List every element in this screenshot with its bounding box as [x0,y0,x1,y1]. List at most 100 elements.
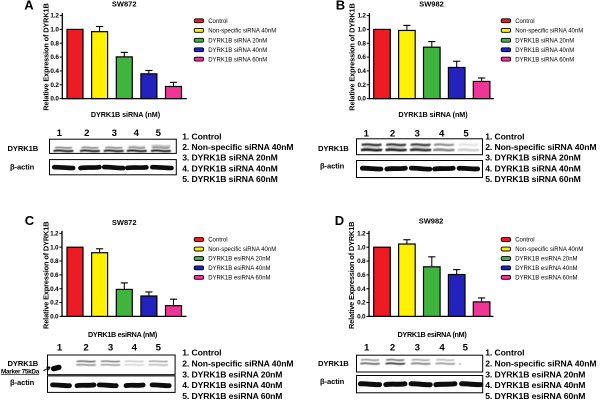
svg-text:DYRK1B siRNA 20nM: DYRK1B siRNA 20nM [515,38,574,44]
svg-text:1.0: 1.0 [50,27,59,34]
svg-text:2: 2 [390,128,395,139]
svg-text:Control: Control [515,19,534,25]
svg-text:DYRK1B esiRNA 60nM: DYRK1B esiRNA 60nM [515,276,577,282]
svg-text:SW982: SW982 [419,216,444,225]
svg-text:5: 5 [463,128,469,139]
svg-text:2: 2 [390,343,395,354]
svg-text:1: 1 [364,343,370,354]
svg-text:0.2: 0.2 [50,82,59,89]
svg-text:0.0: 0.0 [50,96,59,103]
svg-text:DYRK1B esiRNA 20nM: DYRK1B esiRNA 20nM [515,257,577,263]
svg-text:0.6: 0.6 [357,272,366,279]
svg-text:3: 3 [108,343,113,354]
svg-text:Relative Expression of DYRK1B: Relative Expression of DYRK1B [347,3,356,110]
svg-text:DYRK1B siRNA 60nM: DYRK1B siRNA 60nM [515,57,574,63]
svg-text:DYRK1B: DYRK1B [318,359,349,368]
svg-text:Relative Expression of DYRK1B: Relative Expression of DYRK1B [347,222,356,329]
svg-text:DYRK1B siRNA 20nM: DYRK1B siRNA 20nM [208,38,267,44]
svg-text:2. Non-specific siRNA 40nM: 2. Non-specific siRNA 40nM [182,142,293,152]
svg-text:Relative Expression of DYRK1B: Relative Expression of DYRK1B [41,3,50,110]
svg-text:Non-specific siRNA 40nM: Non-specific siRNA 40nM [515,28,583,34]
svg-text:0.8: 0.8 [50,258,59,265]
svg-text:0.6: 0.6 [358,54,367,61]
svg-text:D: D [335,213,344,228]
svg-text:4. DYRK1B esiRNA 40nM: 4. DYRK1B esiRNA 40nM [182,380,282,390]
svg-text:1.2: 1.2 [50,13,59,20]
svg-text:β-actin: β-actin [10,378,35,387]
svg-text:4. DYRK1B siRNA 40nM: 4. DYRK1B siRNA 40nM [182,163,278,173]
svg-text:0.4: 0.4 [50,286,59,293]
svg-text:Control: Control [515,238,534,244]
svg-text:Non-specific siRNA 40nM: Non-specific siRNA 40nM [208,247,276,253]
svg-text:1.2: 1.2 [358,13,367,20]
svg-text:2. Non-specific siRNA 40nM: 2. Non-specific siRNA 40nM [485,359,596,369]
svg-text:Marker 75kDa: Marker 75kDa [1,368,40,375]
svg-text:B: B [336,0,345,13]
svg-text:1.0: 1.0 [50,244,59,251]
svg-text:Control: Control [208,238,227,244]
svg-text:0.0: 0.0 [358,96,367,103]
svg-text:DYRK1B: DYRK1B [8,359,39,368]
svg-text:DYRK1B siRNA 40nM: DYRK1B siRNA 40nM [208,48,267,54]
svg-text:0.0: 0.0 [50,314,59,321]
svg-text:4: 4 [439,343,445,354]
svg-text:1.0: 1.0 [358,27,367,34]
svg-text:5. DYRK1B siRNA 60nM: 5. DYRK1B siRNA 60nM [485,174,581,184]
svg-text:5. DYRK1B esiRNA 60nM: 5. DYRK1B esiRNA 60nM [485,391,585,400]
svg-text:5: 5 [156,343,162,354]
svg-text:1. Control: 1. Control [182,348,221,358]
svg-text:0.6: 0.6 [50,54,59,61]
svg-text:DYRK1B siRNA 40nM: DYRK1B siRNA 40nM [515,48,574,54]
svg-text:DYRK1B esiRNA 40nM: DYRK1B esiRNA 40nM [208,266,270,272]
svg-text:1.0: 1.0 [357,244,366,251]
svg-text:A: A [24,0,34,13]
svg-text:Relative Expression of DYRK1B: Relative Expression of DYRK1B [41,222,50,329]
svg-text:SW872: SW872 [112,218,137,227]
svg-text:1. Control: 1. Control [182,132,221,142]
svg-text:3: 3 [415,128,420,139]
svg-text:0.4: 0.4 [50,68,59,75]
svg-text:DYRK1B siRNA (nM): DYRK1B siRNA (nM) [91,110,161,119]
svg-text:0.0: 0.0 [357,314,366,321]
svg-text:0.4: 0.4 [358,68,367,75]
svg-text:1. Control: 1. Control [485,348,524,358]
svg-text:3: 3 [112,128,117,139]
svg-text:2: 2 [84,128,89,139]
svg-text:4: 4 [439,128,445,139]
svg-text:DYRK1B esiRNA 40nM: DYRK1B esiRNA 40nM [515,266,577,272]
svg-text:DYRK1B siRNA (nM): DYRK1B siRNA (nM) [398,110,468,119]
svg-text:1: 1 [57,343,63,354]
svg-text:4: 4 [132,343,138,354]
svg-text:DYRK1B esiRNA (nM): DYRK1B esiRNA (nM) [88,330,158,339]
svg-text:0.8: 0.8 [357,258,366,265]
svg-text:0.2: 0.2 [358,82,367,89]
svg-text:DYRK1B siRNA 60nM: DYRK1B siRNA 60nM [208,57,267,63]
svg-text:SW872: SW872 [112,0,137,9]
svg-text:5. DYRK1B esiRNA 60nM: 5. DYRK1B esiRNA 60nM [182,391,282,400]
svg-text:3: 3 [415,343,420,354]
svg-text:4. DYRK1B siRNA 40nM: 4. DYRK1B siRNA 40nM [485,163,581,173]
svg-text:5: 5 [463,343,469,354]
svg-text:1. Control: 1. Control [485,132,524,142]
svg-text:0.8: 0.8 [358,40,367,47]
svg-text:C: C [25,213,35,228]
svg-text:3. DYRK1B siRNA 20nM: 3. DYRK1B siRNA 20nM [182,153,278,163]
svg-text:0.8: 0.8 [50,40,59,47]
svg-text:β-actin: β-actin [320,162,345,171]
svg-text:DYRK1B: DYRK1B [318,144,349,153]
svg-text:Non-specific siRNA 40nM: Non-specific siRNA 40nM [515,247,583,253]
svg-text:DYRK1B esiRNA 60nM: DYRK1B esiRNA 60nM [208,276,270,282]
svg-text:3. DYRK1B esiRNA 20nM: 3. DYRK1B esiRNA 20nM [182,369,282,379]
svg-text:3. DYRK1B esiRNA 20nM: 3. DYRK1B esiRNA 20nM [485,369,585,379]
svg-text:SW982: SW982 [419,0,444,9]
svg-text:1: 1 [364,128,370,139]
svg-text:5. DYRK1B siRNA 60nM: 5. DYRK1B siRNA 60nM [182,174,278,184]
svg-text:1: 1 [57,128,63,139]
svg-text:0.2: 0.2 [50,300,59,307]
svg-text:DYRK1B: DYRK1B [8,144,39,153]
svg-text:Control: Control [208,19,227,25]
svg-text:0.4: 0.4 [357,286,366,293]
svg-text:DYRK1B esiRNA 20nM: DYRK1B esiRNA 20nM [208,257,270,263]
svg-text:4: 4 [134,128,140,139]
svg-text:Non-specific siRNA 40nM: Non-specific siRNA 40nM [208,28,276,34]
